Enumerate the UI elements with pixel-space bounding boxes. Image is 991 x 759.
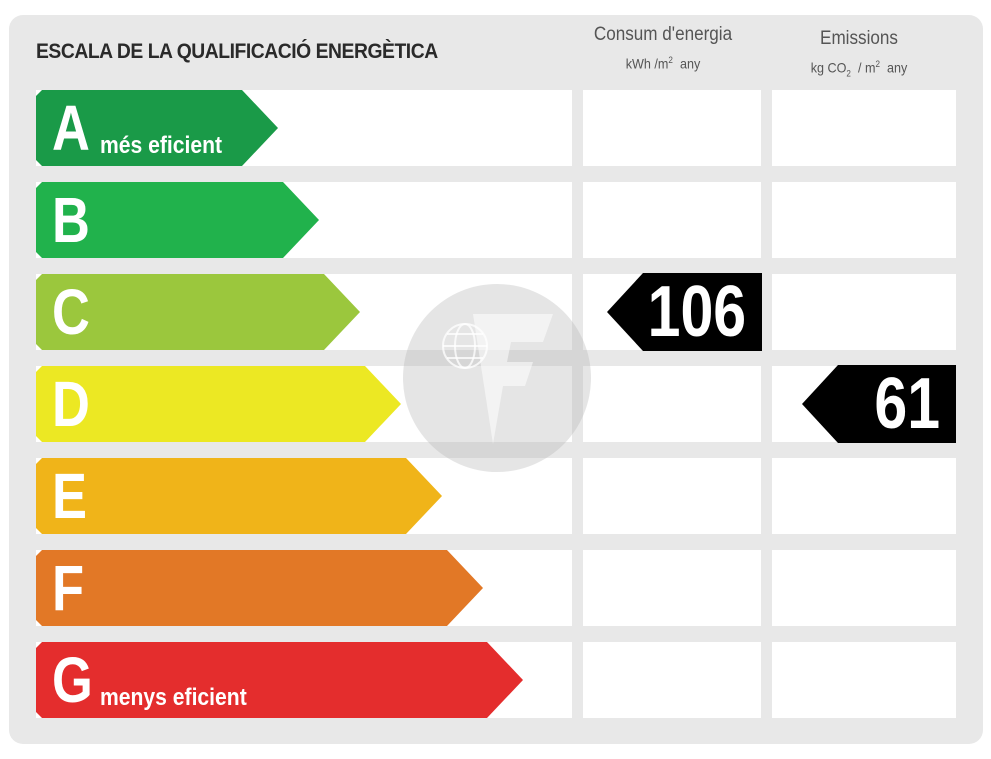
emissions-cell-c	[772, 274, 956, 350]
consumption-unit-sup: 2	[668, 55, 673, 65]
consumption-unit: kWh /m2 any	[591, 55, 735, 72]
rating-letter: A	[52, 92, 90, 164]
emissions-value: 61	[874, 364, 940, 444]
emissions-unit: kg CO2 / m2 any	[787, 59, 931, 78]
rating-description: menys eficient	[100, 684, 247, 711]
rating-arrow-d: D	[36, 366, 401, 442]
rating-letter: F	[52, 552, 85, 624]
consumption-value: 106	[647, 272, 746, 352]
page-title: ESCALA DE LA QUALIFICACIÓ ENERGÈTICA	[36, 40, 438, 63]
emissions-cell-g	[772, 642, 956, 718]
rating-arrow-f: F	[36, 550, 483, 626]
rating-letter: B	[52, 184, 90, 256]
emissions-cell-f	[772, 550, 956, 626]
rating-arrow-e: E	[36, 458, 442, 534]
emissions-unit-sub: 2	[846, 68, 851, 79]
rating-description: més eficient	[100, 132, 223, 159]
rating-letter: C	[52, 276, 90, 348]
rating-arrow-c: C	[36, 274, 360, 350]
globe-f-logo-icon	[403, 284, 591, 472]
consumption-cell-e	[583, 458, 761, 534]
emissions-cell-a	[772, 90, 956, 166]
rating-letter: D	[52, 368, 90, 440]
consumption-cell-a	[583, 90, 761, 166]
consumption-cell-d	[583, 366, 761, 442]
rating-letter: G	[52, 644, 93, 716]
emissions-unit-a: kg CO	[810, 59, 847, 76]
rating-letter: E	[52, 460, 88, 532]
emissions-unit-c: / m	[857, 59, 876, 76]
emissions-cell-e	[772, 458, 956, 534]
consumption-unit-a: kWh /m	[625, 55, 669, 72]
emissions-unit-sup: 2	[875, 59, 880, 69]
consumption-cell-f	[583, 550, 761, 626]
consumption-header: Consum d'energia	[593, 24, 733, 45]
consumption-value-marker: 106	[607, 273, 762, 351]
consumption-cell-b	[583, 182, 761, 258]
emissions-unit-b: any	[886, 59, 908, 76]
emissions-cell-b	[772, 182, 956, 258]
emissions-header: Emissions	[820, 28, 898, 49]
rating-arrow-b: B	[36, 182, 319, 258]
consumption-cell-g	[583, 642, 761, 718]
emissions-value-marker: 61	[802, 365, 956, 443]
consumption-unit-b: any	[679, 55, 701, 72]
